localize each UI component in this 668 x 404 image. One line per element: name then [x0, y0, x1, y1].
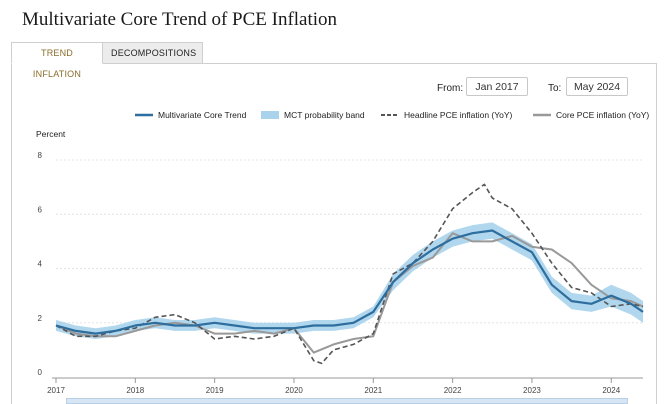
- legend-gray-line-icon: [533, 113, 551, 117]
- x-tick-label: 2017: [47, 386, 65, 395]
- y-tick-label: 0: [38, 368, 43, 377]
- tab-trend-inflation[interactable]: TREND INFLATION: [11, 42, 103, 79]
- x-tick-label: 2020: [285, 386, 303, 395]
- mct-probability-band: [56, 222, 643, 339]
- legend-solid-line-icon: [135, 113, 153, 117]
- legend-dashed-line-icon: [381, 114, 399, 116]
- to-label: To:: [548, 83, 562, 94]
- core-pce-series-line: [55, 232, 644, 354]
- y-axis-title: Percent: [36, 129, 66, 139]
- y-tick-label: 6: [38, 205, 43, 214]
- x-tick-label: 2024: [602, 386, 620, 395]
- x-tick-label: 2023: [523, 386, 541, 395]
- x-tick-label: 2018: [126, 386, 144, 395]
- to-date-input[interactable]: [566, 77, 628, 96]
- y-tick-label: 4: [38, 260, 43, 269]
- x-tick-label: 2022: [444, 386, 462, 395]
- from-label: From:: [437, 83, 464, 94]
- x-tick-label: 2019: [206, 386, 224, 395]
- chart-panel: [11, 64, 657, 404]
- tab-bar: TREND INFLATION DECOMPOSITIONS: [11, 42, 657, 79]
- mct-series-line: [55, 229, 644, 335]
- legend-band-swatch-icon: [261, 111, 279, 119]
- x-tick-label: 2021: [364, 386, 382, 395]
- y-tick-label: 2: [38, 314, 43, 323]
- headline-pce-series-line: [55, 183, 644, 365]
- tab-decompositions[interactable]: DECOMPOSITIONS: [103, 42, 203, 64]
- page-title: Multivariate Core Trend of PCE Inflation: [22, 9, 338, 30]
- from-date-input[interactable]: [466, 77, 528, 96]
- chart-navigator-scrollbar[interactable]: [66, 398, 628, 404]
- y-tick-label: 8: [38, 151, 43, 160]
